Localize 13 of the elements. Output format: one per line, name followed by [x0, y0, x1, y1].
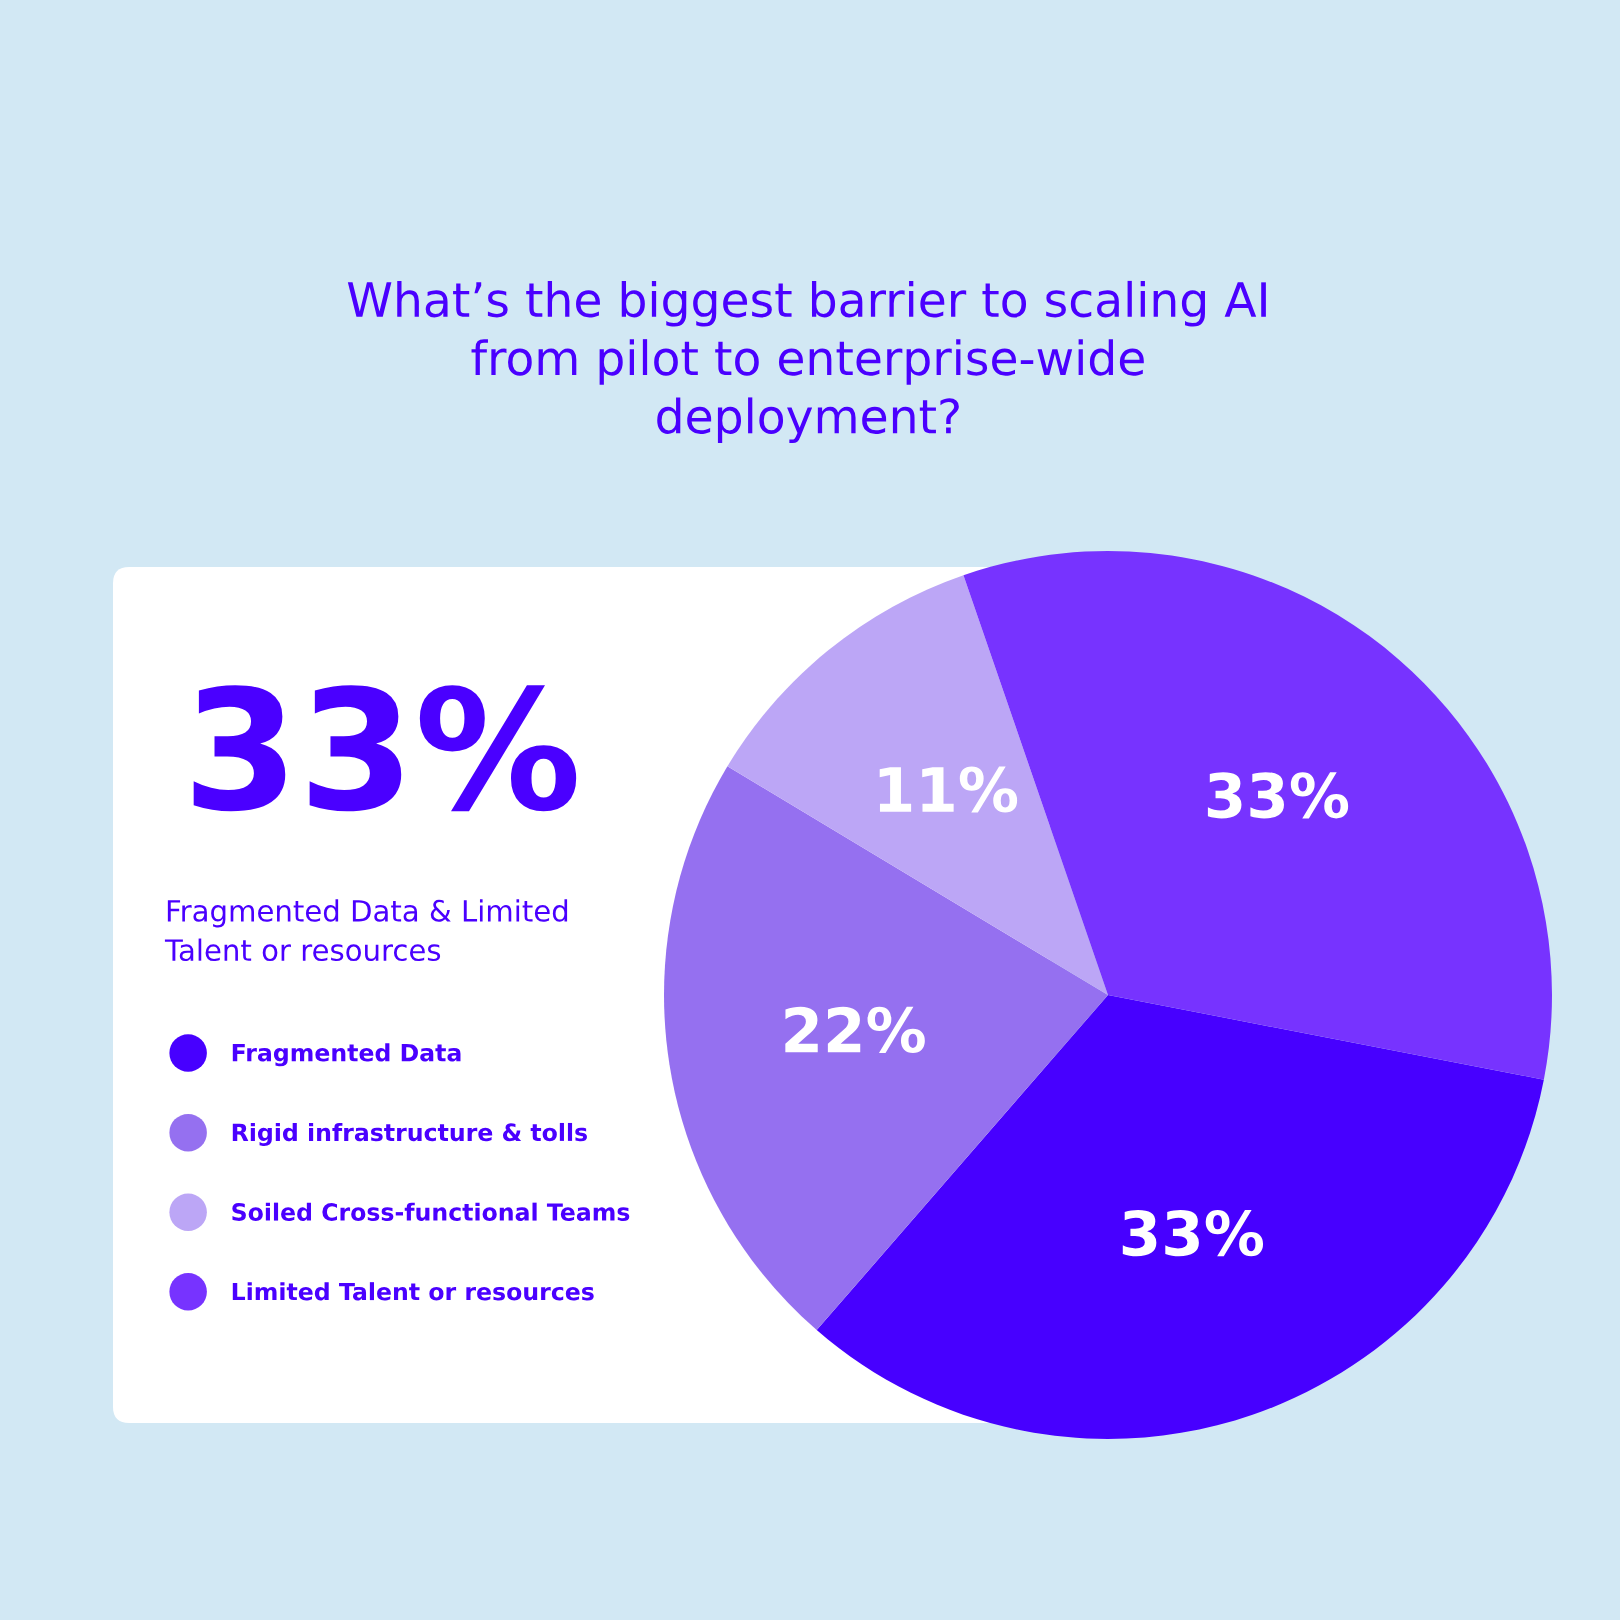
data-label: 33% — [1122, 1210, 1264, 1257]
data-label: 33% — [1207, 772, 1349, 819]
legend-label: Soiled Cross-functional Teams — [232, 1202, 630, 1221]
data-label: 22% — [785, 1006, 925, 1054]
legend-label: Fragmented Data — [232, 1043, 461, 1067]
legend-label: Limited Talent or resources — [232, 1282, 594, 1301]
legend-label: Rigid infrastructure & tolls — [232, 1122, 587, 1146]
chart-title: What’s the biggest barrier to scaling AI from pilot to enterprise-wide deployment? — [347, 280, 1266, 444]
text: Fragmented Data & Limited Talent or resources — [164, 899, 568, 962]
data-label: 11% — [879, 766, 1018, 813]
pie-slice — [664, 766, 1108, 1331]
text: 33% — [193, 685, 577, 812]
pie-slice — [727, 575, 1108, 995]
